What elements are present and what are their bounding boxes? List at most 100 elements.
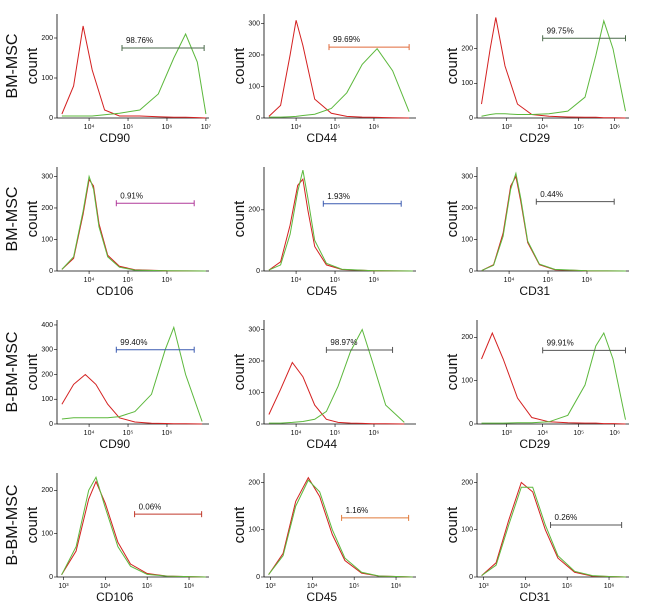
histogram-line [268,479,413,578]
x-tick-label: 10⁴ [84,430,95,437]
y-tick-label: 100 [41,396,53,403]
y-tick-label: 300 [248,20,260,27]
histogram-line [61,174,206,272]
y-tick-label: 0 [469,421,473,428]
histogram-line [61,325,203,422]
y-axis-label: count [444,353,461,391]
y-axis-label: count [24,506,41,544]
row-label: B-BM-MSC [4,485,21,566]
histogram-line [268,20,410,119]
x-tick-label: 10⁴ [504,277,515,284]
x-axis-label: CD90 [99,131,130,145]
y-tick-label: 100 [461,378,473,385]
x-tick-label: 10³ [265,583,276,590]
x-tick-label: 10⁷ [201,124,212,131]
histogram-line [481,331,626,425]
x-axis-label: CD106 [96,284,134,298]
y-axis-label: count [24,47,41,85]
y-tick-label: 0 [49,574,53,581]
histogram-line [268,47,410,118]
y-axis-label: count [231,47,248,85]
gate-percentage: 98.97% [330,338,357,347]
y-tick-label: 200 [248,207,260,214]
y-tick-label: 200 [248,479,260,486]
x-tick-label: 10⁵ [543,277,554,284]
x-tick-label: 10³ [478,583,489,590]
y-tick-label: 200 [41,487,53,494]
x-tick-label: 10⁵ [330,124,341,131]
histogram-line [481,171,626,272]
x-axis-label: CD29 [519,131,550,145]
x-axis-label: CD106 [96,590,134,604]
gate-percentage: 0.91% [120,191,143,200]
row-label: B-BM-MSC [4,332,21,413]
x-axis-label: CD45 [306,284,337,298]
y-tick-label: 0 [49,268,53,275]
y-tick-label: 0 [469,115,473,122]
y-tick-label: 200 [248,52,260,59]
histogram-line [61,480,206,578]
x-tick-label: 10⁴ [537,430,548,437]
gate-percentage: 0.26% [555,513,578,522]
x-tick-label: 10⁶ [582,277,593,284]
x-tick-label: 10³ [502,124,513,131]
gate-percentage: 99.75% [547,26,574,35]
x-tick-label: 10⁵ [330,430,341,437]
histogram-line [481,19,626,117]
y-tick-label: 100 [461,236,473,243]
x-tick-label: 10⁵ [349,583,360,590]
y-axis-label: count [24,353,41,391]
y-tick-label: 100 [41,236,53,243]
x-tick-label: 10⁵ [123,124,134,131]
y-tick-label: 0 [256,421,260,428]
x-tick-label: 10⁴ [291,124,302,131]
y-tick-label: 300 [41,347,53,354]
y-tick-label: 100 [248,83,260,90]
x-tick-label: 10³ [502,430,513,437]
x-tick-label: 10⁵ [573,430,584,437]
gate-percentage: 1.93% [327,192,350,201]
x-tick-label: 10⁴ [100,583,111,590]
x-tick-label: 10⁴ [291,277,302,284]
x-tick-label: 10⁶ [162,277,173,284]
histogram-line [481,17,626,119]
y-axis-label: count [444,47,461,85]
x-tick-label: 10⁴ [520,583,531,590]
y-tick-label: 200 [461,46,473,53]
x-axis-label: CD45 [306,590,337,604]
x-tick-label: 10⁵ [123,277,134,284]
x-tick-label: 10⁶ [162,124,173,131]
x-tick-label: 10⁶ [604,583,615,590]
y-tick-label: 0 [256,268,260,275]
histogram-line [268,361,405,425]
x-tick-label: 10⁶ [369,277,380,284]
y-tick-label: 0 [256,574,260,581]
x-tick-label: 10⁴ [84,124,95,131]
row-label: BM-MSC [4,34,21,99]
histogram-line [268,328,405,424]
x-tick-label: 10⁶ [162,430,173,437]
x-tick-label: 10⁶ [391,583,402,590]
gate-percentage: 98.76% [126,36,153,45]
y-axis-label: count [231,353,248,391]
y-tick-label: 200 [461,479,473,486]
x-axis-label: CD44 [306,437,337,451]
y-tick-label: 300 [461,173,473,180]
y-tick-label: 200 [461,205,473,212]
y-tick-label: 100 [461,527,473,534]
histogram-line [268,169,413,272]
y-axis-label: count [444,200,461,238]
x-tick-label: 10⁵ [142,583,153,590]
y-tick-label: 100 [248,389,260,396]
x-tick-label: 10⁴ [307,583,318,590]
y-tick-label: 100 [461,80,473,87]
y-axis-label: count [444,506,461,544]
y-tick-label: 0 [256,115,260,122]
histogram-line [481,486,626,578]
y-tick-label: 100 [41,531,53,538]
x-tick-label: 10⁶ [184,583,195,590]
gate-percentage: 99.40% [120,338,147,347]
y-tick-label: 400 [41,322,53,329]
y-axis-label: count [231,506,248,544]
y-tick-label: 200 [41,35,53,42]
